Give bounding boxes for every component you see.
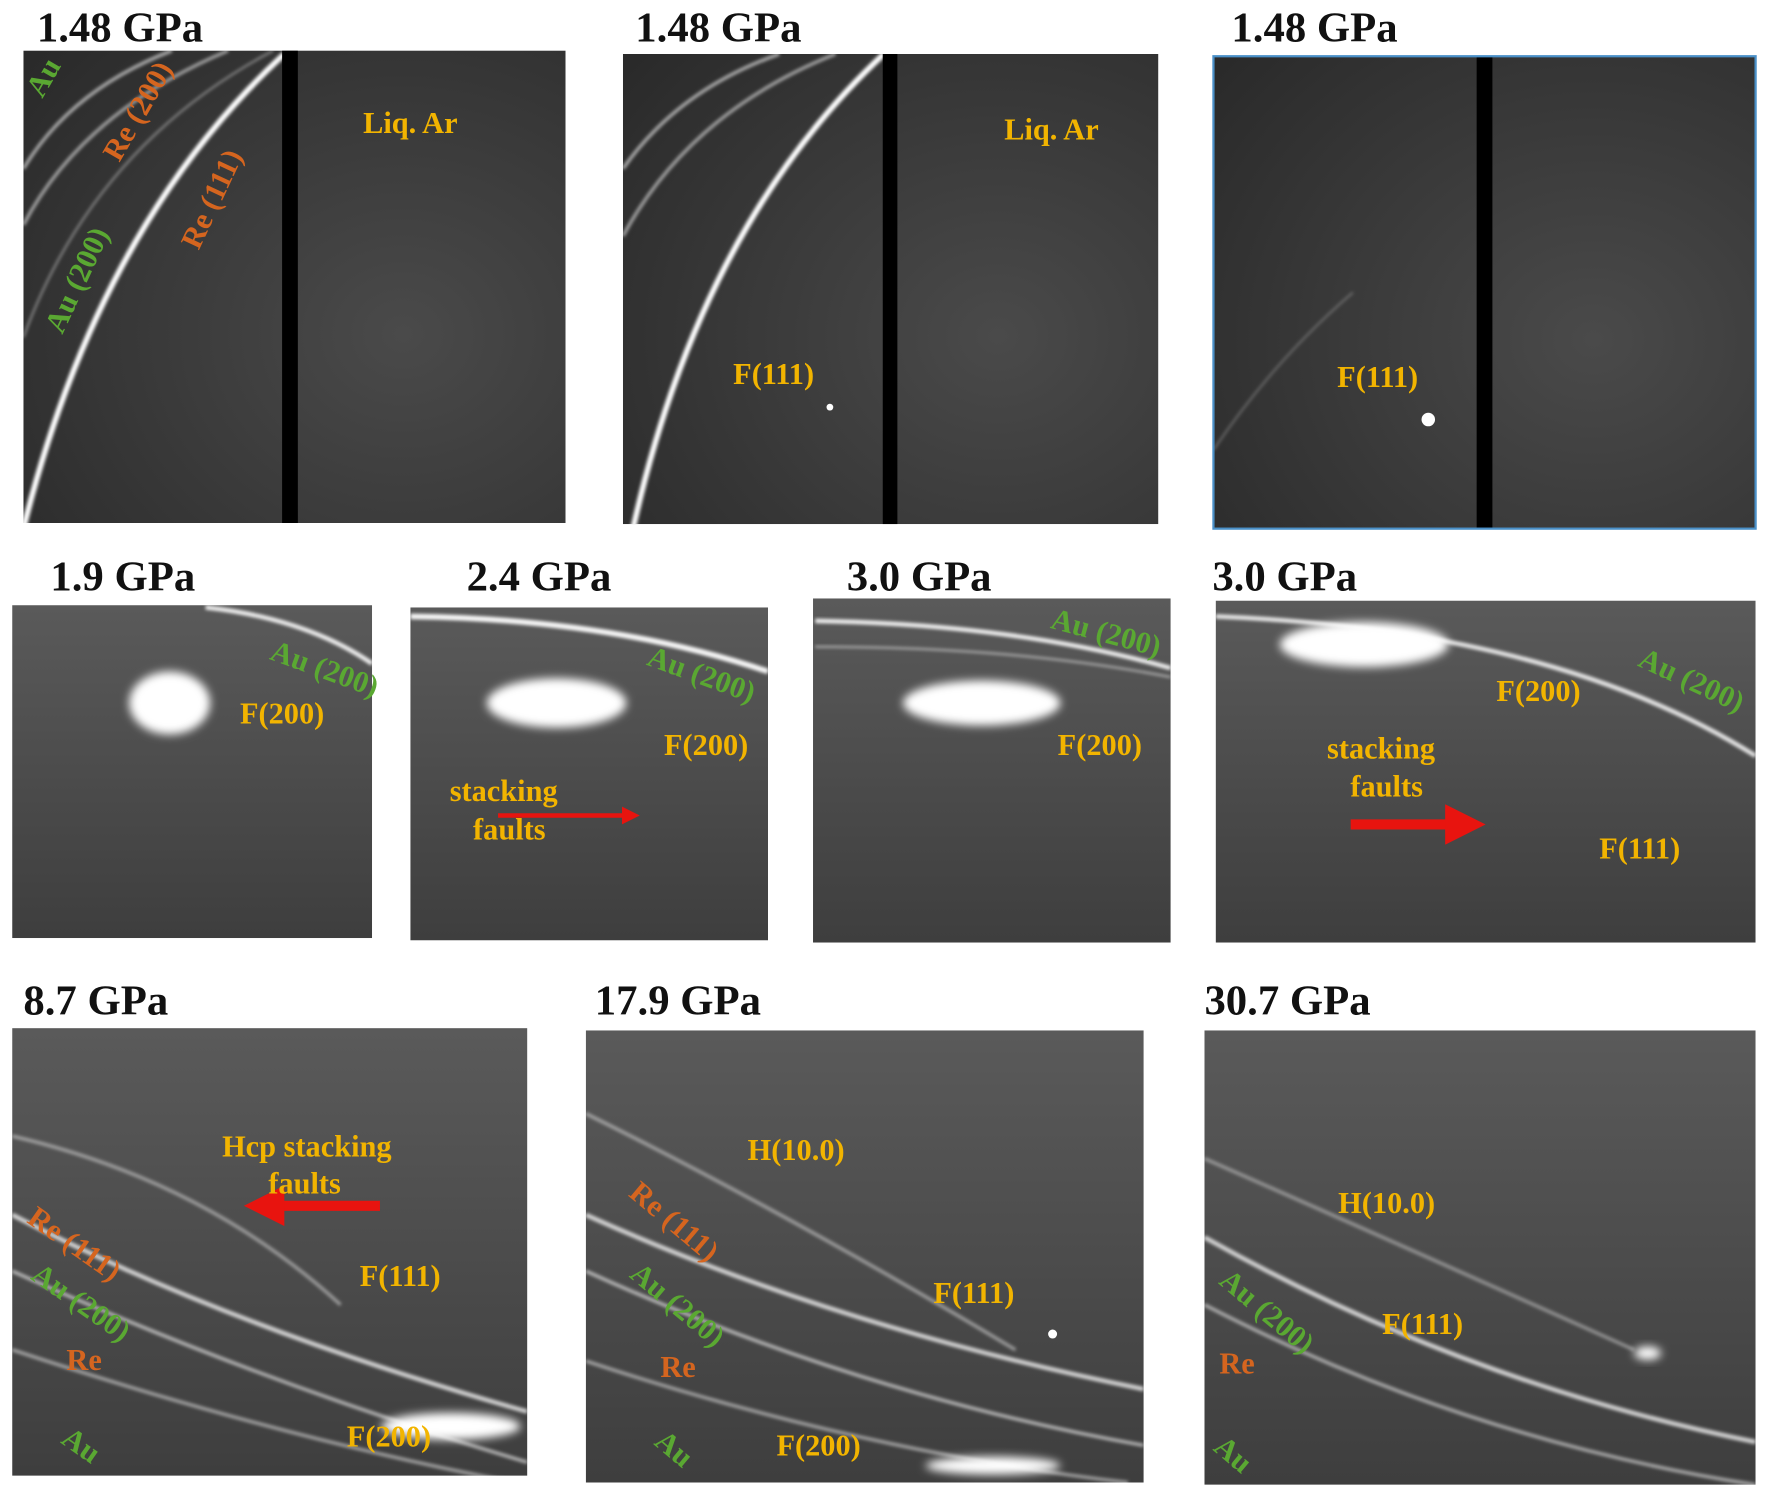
panel-title: 3.0 GPa <box>1212 554 1357 601</box>
diffraction-ring <box>410 613 769 675</box>
bright-spot <box>1279 622 1449 668</box>
bright-spot <box>1634 1346 1662 1360</box>
panel-title: 17.9 GPa <box>595 978 761 1025</box>
panel-title: 2.4 GPa <box>467 554 612 601</box>
bright-spot <box>486 678 627 728</box>
bright-spot <box>925 1456 1061 1475</box>
peak-label: Liq. Ar <box>1004 113 1098 147</box>
bright-spot <box>129 671 211 735</box>
peak-label: F(111) <box>1337 360 1418 394</box>
diffraction-ring <box>1215 614 1756 758</box>
peak-label: F(111) <box>1382 1307 1463 1341</box>
image-background <box>410 607 769 941</box>
peak-label: F(200) <box>1496 674 1580 708</box>
diffraction-image <box>585 1030 1144 1483</box>
diffraction-ring <box>205 605 373 666</box>
peak-label: F(111) <box>733 357 814 391</box>
diffraction-image <box>12 605 373 939</box>
panel-title: 1.48 GPa <box>37 5 203 52</box>
diffraction-ring <box>12 1212 528 1414</box>
panel-title: 1.48 GPa <box>635 5 801 52</box>
diffraction-ring <box>815 618 1171 671</box>
panel-title: 8.7 GPa <box>23 978 168 1025</box>
image-background <box>1204 1030 1756 1485</box>
panel: 1.48 GPa F(111) <box>1212 5 1757 530</box>
bright-spot <box>381 1412 521 1440</box>
diffraction-ring <box>1213 291 1354 451</box>
image-background <box>12 1028 528 1476</box>
diffraction-ring <box>622 53 837 238</box>
diffraction-ring <box>12 1134 342 1307</box>
diffraction-ring <box>815 645 1171 679</box>
peak-label: stacking <box>1327 731 1435 765</box>
diffraction-ring <box>1204 1235 1756 1445</box>
diffraction-ring <box>23 50 229 226</box>
peak-label: Re <box>66 1343 101 1377</box>
bright-spot <box>1421 412 1436 427</box>
peak-label: H(10.0) <box>748 1133 845 1167</box>
diffraction-ring <box>631 53 886 525</box>
diffraction-image <box>12 1028 528 1476</box>
peak-label: stacking <box>450 774 558 808</box>
peak-label: F(200) <box>347 1420 431 1454</box>
peak-label: faults <box>1350 770 1423 804</box>
image-background <box>813 598 1171 943</box>
diffraction-ring <box>585 1269 1144 1448</box>
bright-spot <box>902 680 1061 726</box>
diffraction-ring <box>585 1212 1144 1392</box>
panel-title: 30.7 GPa <box>1204 978 1370 1025</box>
diffraction-ring <box>23 50 274 338</box>
panel-title: 1.48 GPa <box>1231 5 1397 52</box>
panel-border <box>1212 55 1757 530</box>
diffraction-image <box>410 607 769 941</box>
peak-label: Re <box>660 1350 695 1384</box>
peak-label: F(111) <box>1599 831 1680 865</box>
bright-spot <box>826 403 834 411</box>
detector-gap <box>282 50 298 524</box>
detector-gap <box>882 53 898 525</box>
diffraction-image <box>813 598 1171 943</box>
peak-label: F(200) <box>240 696 324 730</box>
panel-title: 1.9 GPa <box>50 554 195 601</box>
image-background <box>585 1030 1144 1483</box>
peak-label: faults <box>268 1167 341 1201</box>
bright-spot <box>1048 1329 1058 1339</box>
diffraction-ring <box>585 1359 1129 1483</box>
detector-gap <box>1476 56 1493 529</box>
diffraction-image <box>23 50 566 524</box>
panel-title: 3.0 GPa <box>847 554 992 601</box>
diffraction-ring <box>622 53 780 170</box>
peak-label: faults <box>473 812 546 846</box>
diffraction-ring <box>23 50 173 170</box>
peak-label: F(200) <box>1058 728 1142 762</box>
diffraction-ring <box>23 51 287 524</box>
diffraction-ring <box>1204 1303 1756 1485</box>
diffraction-ring <box>1204 1157 1635 1352</box>
diffraction-image <box>1204 1030 1756 1485</box>
diffraction-image <box>1213 56 1756 529</box>
diffraction-ring <box>12 1348 490 1476</box>
peak-label: F(111) <box>933 1276 1014 1310</box>
peak-label: H(10.0) <box>1338 1186 1435 1220</box>
image-background <box>12 605 373 939</box>
peak-label: F(111) <box>360 1259 441 1293</box>
panel: 1.48 GPa Liq. Ar F(111) <box>622 5 1159 525</box>
diffraction-image <box>1215 600 1756 943</box>
peak-label: F(200) <box>664 728 748 762</box>
peak-label: F(200) <box>776 1429 860 1463</box>
diffraction-image <box>622 53 1159 525</box>
diffraction-ring <box>585 1112 1017 1352</box>
peak-label: Hcp stacking <box>222 1130 392 1164</box>
peak-label: Re <box>1219 1347 1254 1381</box>
peak-label: Liq. Ar <box>363 106 457 140</box>
